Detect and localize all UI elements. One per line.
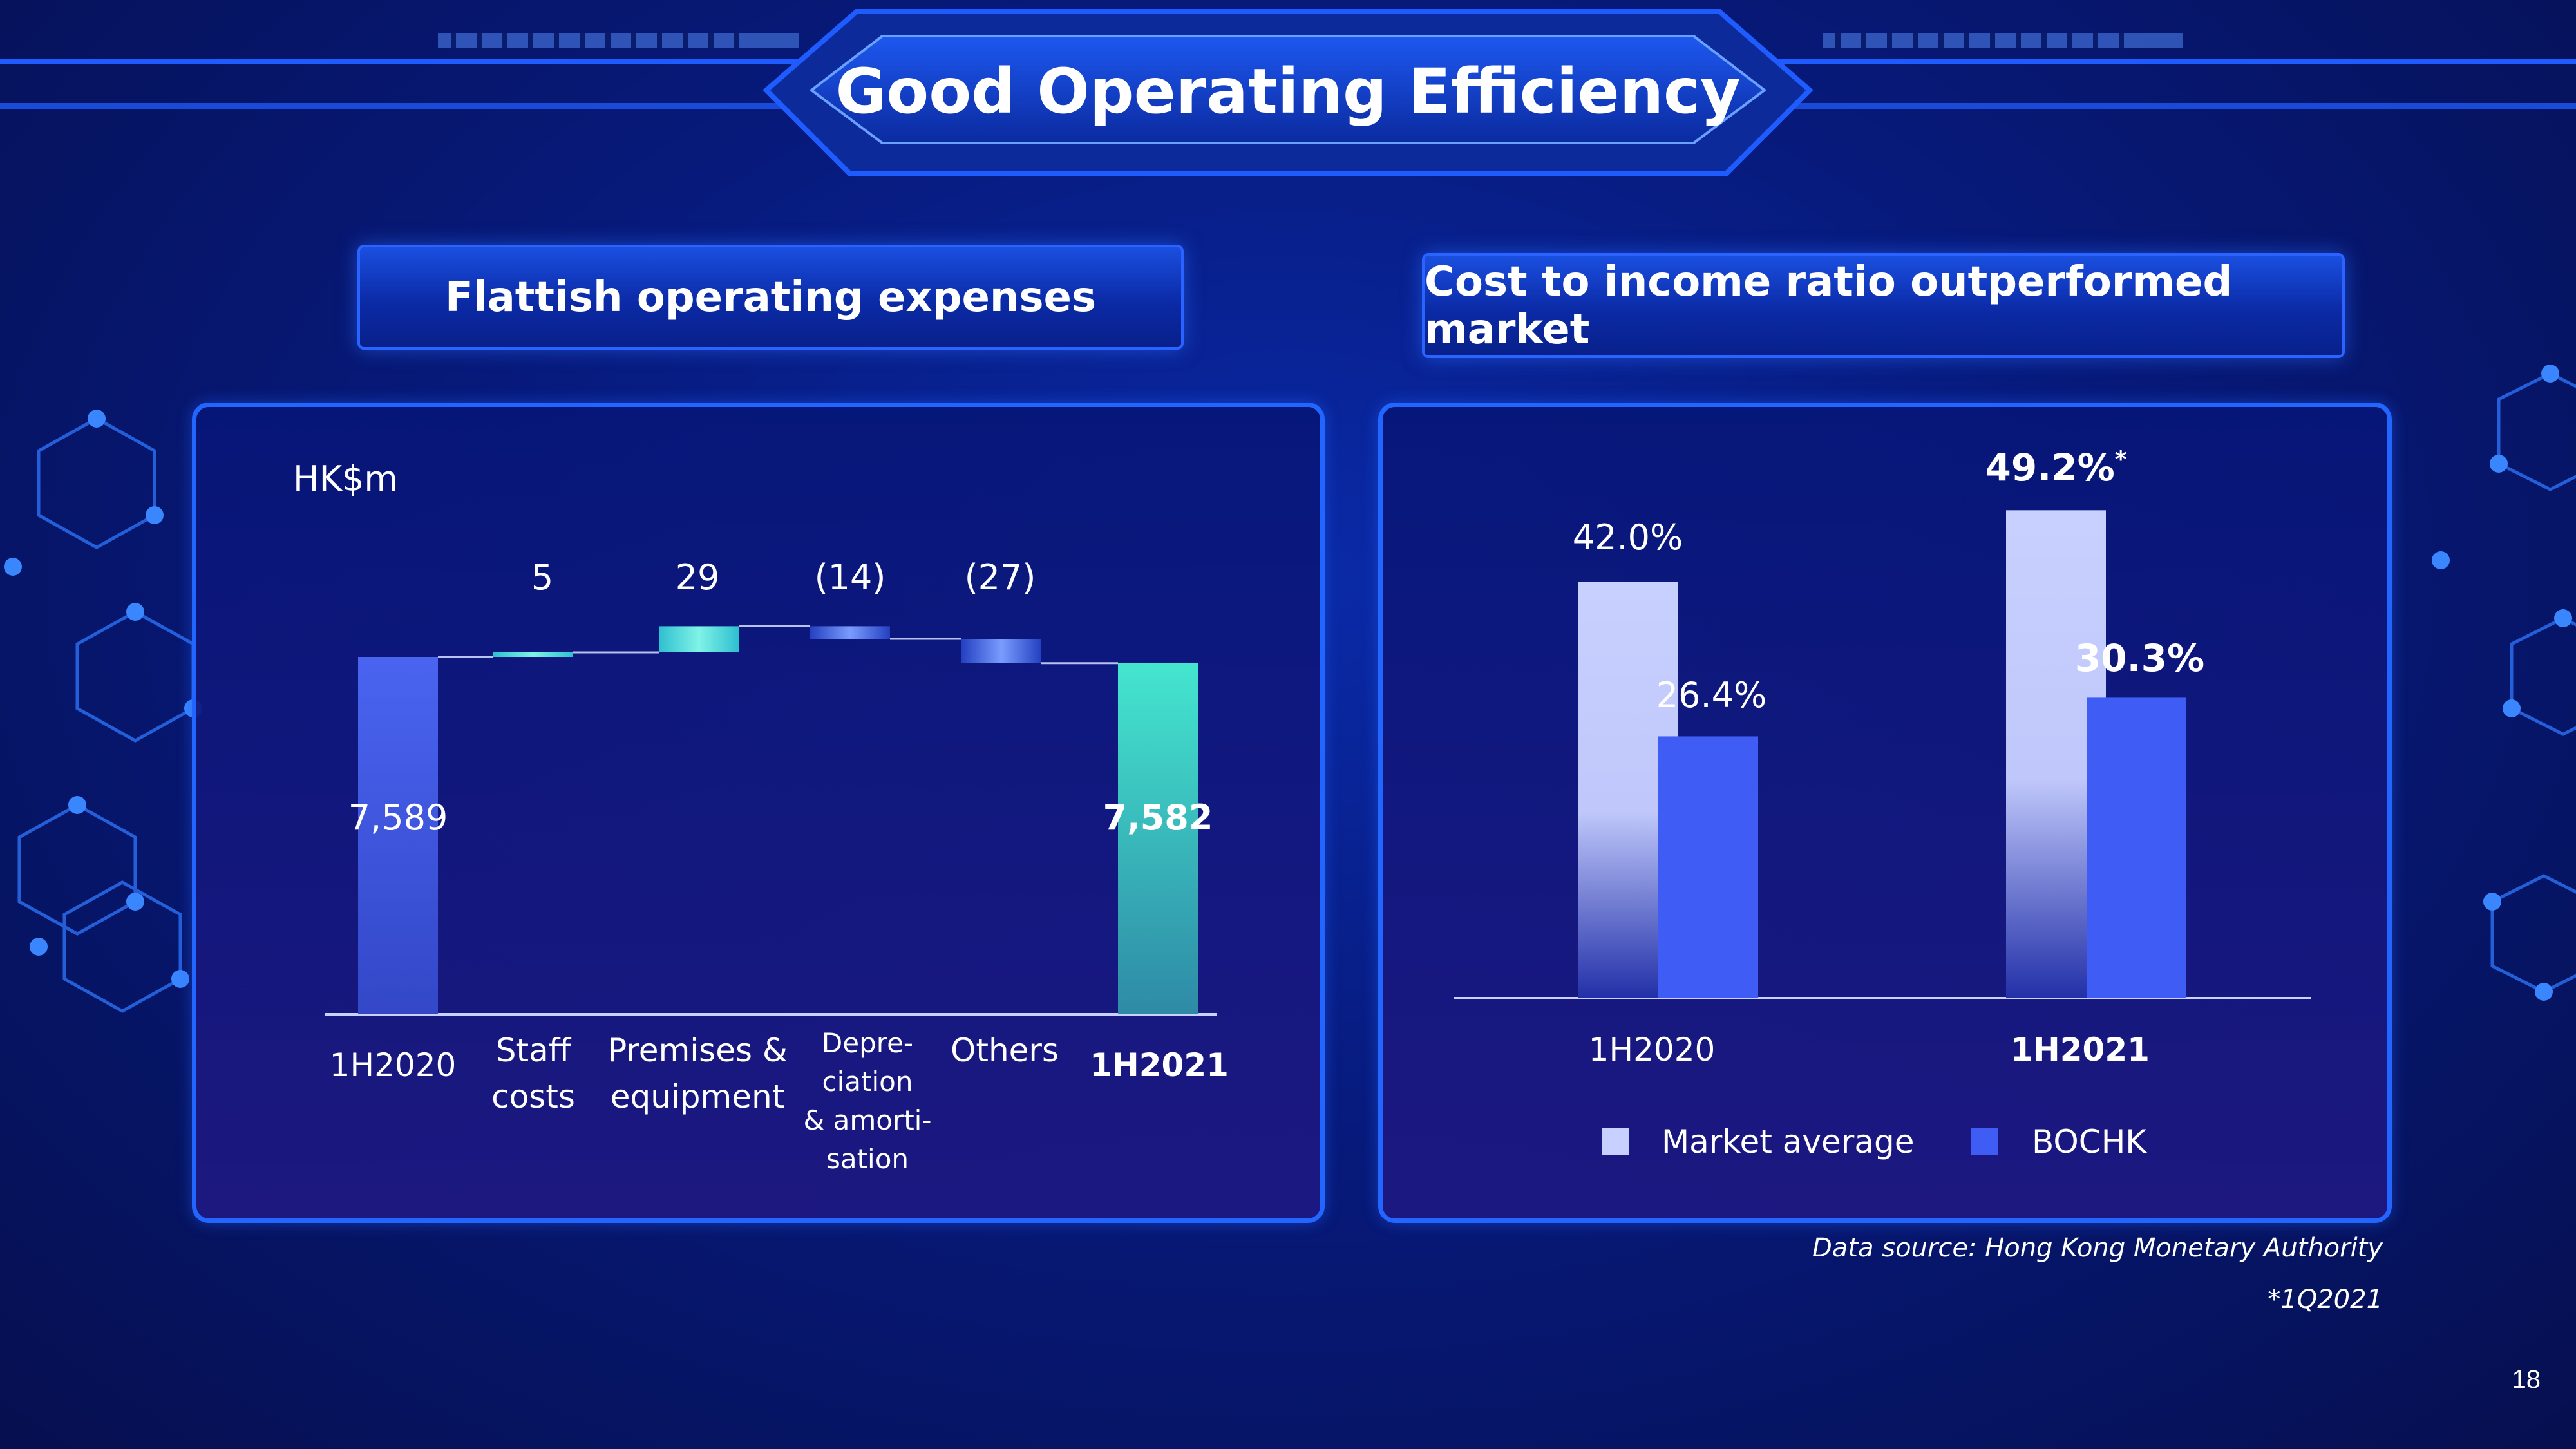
data-source-note: Data source: Hong Kong Monetary Authorit… <box>1812 1233 2383 1263</box>
legend-swatch-0 <box>1602 1128 1629 1155</box>
ratio-heading: Cost to income ratio outperformed market <box>1425 258 2233 354</box>
waterfall-value-label-3: (14) <box>814 557 886 598</box>
waterfall-value-label-4: (27) <box>964 557 1036 598</box>
page-number: 18 <box>2512 1365 2541 1394</box>
page-title: Good Operating Efficiency <box>835 55 1741 128</box>
asterisk-marker: * <box>2114 446 2127 473</box>
waterfall-bar-2 <box>659 626 739 652</box>
ratio-category-label-0: 1H2020 <box>1588 1031 1716 1068</box>
ratio-bar-bochk-1 <box>2087 697 2186 998</box>
ratio-value-label-0-1: 49.2%* <box>1985 446 2127 490</box>
legend-label-1: BOCHK <box>2032 1123 2147 1160</box>
ratio-heading-banner: Cost to income ratio outperformed market <box>1422 253 2345 358</box>
opex-heading: Flattish operating expenses <box>444 273 1097 321</box>
opex-heading-banner: Flattish operating expenses <box>357 245 1184 350</box>
waterfall-value-label-2: 29 <box>675 557 720 598</box>
waterfall-value-label-5: 7,582 <box>1103 797 1213 838</box>
ratio-bar-bochk-0 <box>1658 736 1758 998</box>
ratio-value-label-0-0: 42.0% <box>1572 517 1683 558</box>
ratio-category-label-1: 1H2021 <box>2011 1031 2150 1068</box>
waterfall-bar-1 <box>493 652 573 657</box>
waterfall-category-label-1: Staff costs <box>491 1032 575 1115</box>
legend-label-0: Market average <box>1662 1123 1915 1160</box>
waterfall-value-label-1: 5 <box>531 557 554 598</box>
ratio-panel <box>1378 402 2392 1223</box>
ratio-value-label-1-1: 30.3% <box>2074 636 2205 681</box>
waterfall-category-label-2: Premises & equipment <box>607 1032 788 1115</box>
legend-swatch-1 <box>1971 1128 1998 1155</box>
waterfall-category-label-4: Others <box>950 1032 1059 1069</box>
waterfall-bar-0 <box>358 657 438 1014</box>
waterfall-bar-5 <box>1118 663 1198 1014</box>
asterisk-note: *1Q2021 <box>2268 1285 2383 1314</box>
unit-label: HK$m <box>293 459 398 499</box>
waterfall-category-label-5: 1H2021 <box>1090 1046 1229 1084</box>
waterfall-bar-4 <box>961 639 1041 663</box>
waterfall-bar-3 <box>810 626 890 639</box>
waterfall-category-label-3: Depre-ciation & amorti-sation <box>803 1027 932 1175</box>
waterfall-category-label-0: 1H2020 <box>329 1046 457 1084</box>
ratio-value-label-1-0: 26.4% <box>1656 675 1767 716</box>
waterfall-value-label-0: 7,589 <box>348 797 448 838</box>
